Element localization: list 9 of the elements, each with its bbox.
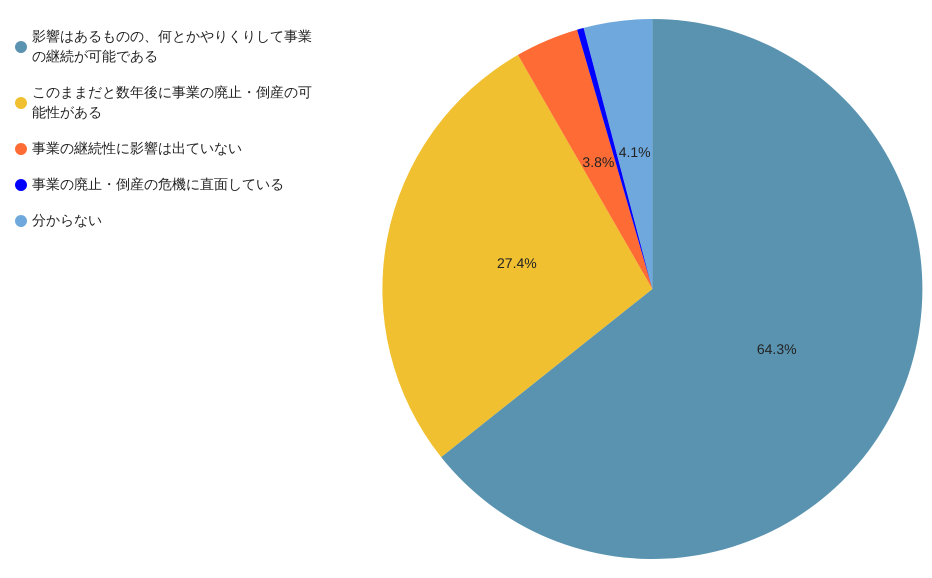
data-label: 3.8%	[582, 154, 614, 170]
data-label: 4.1%	[618, 144, 651, 160]
legend-label: このままだと数年後に事業の廃止・倒産の可能性がある	[32, 85, 312, 121]
data-label: 64.3%	[756, 340, 797, 357]
legend-label: 事業の廃止・倒産の危機に直面している	[32, 177, 284, 193]
legend-label: 事業の継続性に影響は出ていない	[32, 141, 242, 157]
legend-label: 分からない	[32, 213, 102, 229]
data-label: 27.4%	[496, 255, 537, 272]
legend-label: 影響はあるものの、何とかやりくりして事業の継続が可能である	[32, 29, 312, 65]
